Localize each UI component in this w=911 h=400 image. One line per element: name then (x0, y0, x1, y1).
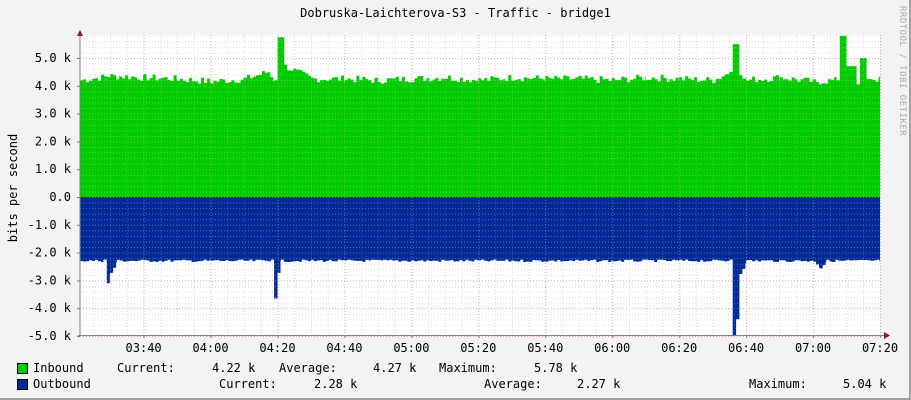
legend-inbound-current-label: Current: (117, 361, 175, 375)
y-tick-label: 5.0 k (35, 51, 72, 65)
legend-inbound-maximum-label: Maximum: (439, 361, 497, 375)
inbound-area (80, 35, 880, 197)
legend-outbound-current-label: Current: (219, 377, 277, 391)
y-tick-label: -4.0 k (28, 301, 72, 315)
legend-inbound-label: Inbound (33, 361, 84, 375)
legend-inbound-maximum-value: 5.78 k (534, 361, 578, 375)
rrdtool-watermark: RRDTOOL / TOBI OETIKER (897, 6, 907, 137)
y-tick-label: -3.0 k (28, 273, 72, 287)
chart-title: Dobruska-Laichterova-S3 - Traffic - brid… (300, 6, 611, 20)
legend-outbound-maximum-value: 5.04 k (843, 377, 887, 391)
legend-outbound-maximum-label: Maximum: (749, 377, 807, 391)
legend-inbound-average-label: Average: (279, 361, 337, 375)
x-tick-label: 07:00 (795, 341, 831, 355)
outbound-swatch-icon (17, 379, 28, 390)
x-tick-label: 06:20 (661, 341, 697, 355)
outbound-area (80, 197, 880, 336)
x-tick-label: 04:20 (259, 341, 295, 355)
y-tick-label: 3.0 k (35, 107, 72, 121)
y-tick-label: 2.0 k (35, 134, 72, 148)
legend-outbound-average-label: Average: (484, 377, 542, 391)
legend-outbound-current-value: 2.28 k (314, 377, 358, 391)
y-tick-label: 1.0 k (35, 162, 72, 176)
y-tick-label: -5.0 k (28, 329, 72, 343)
x-tick-label: 05:20 (460, 341, 496, 355)
y-tick-label: 4.0 k (35, 79, 72, 93)
y-axis-ticks: -5.0 k -4.0 k -3.0 k -2.0 k -1.0 k 0.0 1.0 k 2.… (28, 51, 80, 343)
traffic-chart: -5.0 k -4.0 k -3.0 k -2.0 k -1.0 k 0.0 1.0 k 2.… (28, 30, 898, 355)
y-tick-label: -2.0 k (28, 246, 72, 260)
x-tick-label: 05:00 (393, 341, 429, 355)
y-axis-arrow-icon (77, 30, 83, 36)
x-tick-label: 04:00 (192, 341, 228, 355)
grid-overlay (80, 35, 881, 337)
y-tick-label: 0.0 (49, 190, 71, 204)
legend-outbound-label: Outbound (33, 377, 91, 391)
x-tick-label: 04:40 (326, 341, 362, 355)
x-tick-label: 05:40 (527, 341, 563, 355)
legend-inbound-average-value: 4.27 k (373, 361, 417, 375)
legend-outbound-average-value: 2.27 k (577, 377, 621, 391)
legend-inbound-current-value: 4.22 k (212, 361, 256, 375)
x-axis-arrow-icon (884, 332, 890, 339)
y-tick-label: -1.0 k (28, 218, 72, 232)
x-tick-label: 07:20 (862, 341, 898, 355)
x-tick-label: 06:00 (594, 341, 630, 355)
inbound-swatch-icon (17, 363, 28, 374)
x-tick-label: 03:40 (126, 341, 162, 355)
x-axis-ticks: 03:40 04:00 04:20 04:40 05:00 05:20 05:40 06:00… (126, 335, 898, 355)
x-tick-label: 06:40 (728, 341, 764, 355)
